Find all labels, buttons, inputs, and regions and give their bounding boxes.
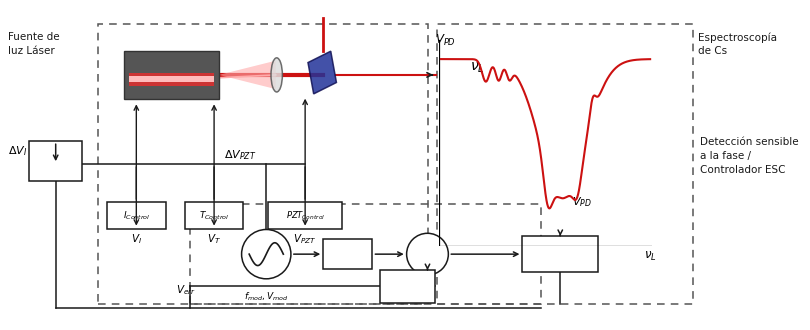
Text: $\Delta V_{PZT}$: $\Delta V_{PZT}$ <box>224 148 257 162</box>
Bar <box>380 270 435 303</box>
Bar <box>129 73 214 86</box>
Text: Controlador ESC: Controlador ESC <box>700 165 785 175</box>
Circle shape <box>407 233 449 275</box>
Ellipse shape <box>271 58 283 92</box>
Text: $T_{Control}$: $T_{Control}$ <box>199 209 229 221</box>
Text: de Cs: de Cs <box>697 47 727 56</box>
Text: Espectroscopía: Espectroscopía <box>697 32 777 43</box>
Text: luz Láser: luz Láser <box>8 47 55 56</box>
Text: $PZT_{Control}$: $PZT_{Control}$ <box>286 209 325 221</box>
Bar <box>107 202 166 229</box>
Text: $s$: $s$ <box>404 289 411 299</box>
Text: $V_{PZT}$: $V_{PZT}$ <box>293 232 317 246</box>
Text: $V_I$: $V_I$ <box>130 232 142 246</box>
Text: $K_I$: $K_I$ <box>402 274 413 287</box>
Text: $\Gamma s+1$: $\Gamma s+1$ <box>545 256 575 268</box>
Text: $\Delta V_I$: $\Delta V_I$ <box>8 145 28 158</box>
Text: $\boldsymbol{PI}$: $\boldsymbol{PI}$ <box>47 154 64 168</box>
Text: $\Phi$: $\Phi$ <box>341 246 355 262</box>
Bar <box>129 76 214 82</box>
Bar <box>323 239 373 269</box>
Text: $V_{PD}$: $V_{PD}$ <box>572 195 591 209</box>
Text: $V_T$: $V_T$ <box>207 232 221 246</box>
Bar <box>522 236 599 272</box>
Text: Fuente de: Fuente de <box>8 32 60 42</box>
Text: $f_{mod}, V_{mod}$: $f_{mod}, V_{mod}$ <box>244 290 288 303</box>
Text: $\nu_L$: $\nu_L$ <box>470 60 484 75</box>
Bar <box>124 51 219 99</box>
Circle shape <box>241 229 291 279</box>
Bar <box>268 202 342 229</box>
Bar <box>185 202 244 229</box>
Text: Detección sensible: Detección sensible <box>700 137 799 147</box>
Text: $V_{err}$: $V_{err}$ <box>176 283 196 297</box>
Text: $\Gamma s$: $\Gamma s$ <box>553 242 567 254</box>
Text: a la fase /: a la fase / <box>700 151 751 161</box>
Bar <box>437 24 693 304</box>
Polygon shape <box>308 51 336 94</box>
Bar <box>98 24 428 304</box>
Bar <box>190 204 541 304</box>
Polygon shape <box>219 61 275 89</box>
Text: $I_{Control}$: $I_{Control}$ <box>122 209 150 221</box>
Bar <box>29 141 83 181</box>
